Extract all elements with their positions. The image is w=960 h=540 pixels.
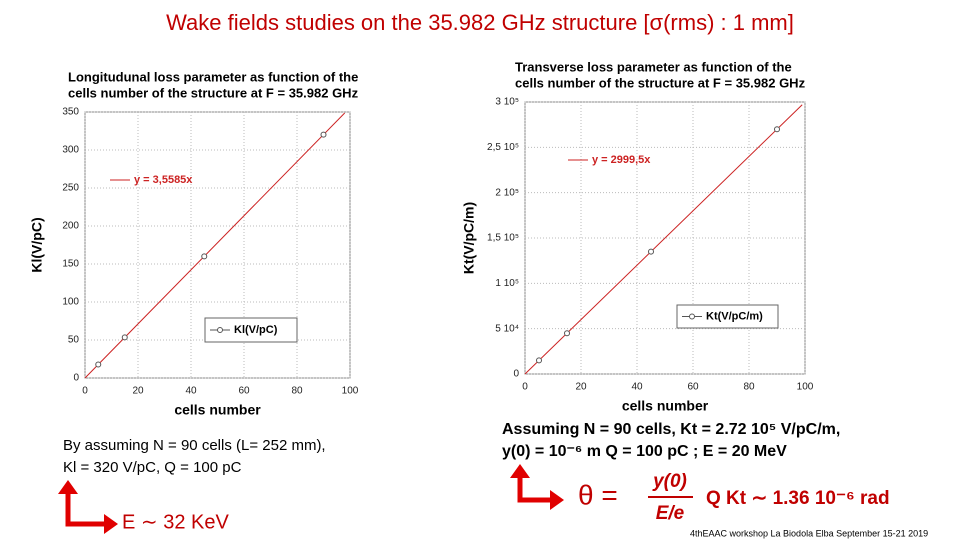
body-text: Kl = 320 V/pC, Q = 100 pC xyxy=(63,459,242,476)
x-tick-label: 80 xyxy=(291,386,303,397)
y-tick-label: 0 xyxy=(73,373,79,384)
x-tick-label: 100 xyxy=(342,386,359,397)
result-text: E ∼ 32 KeV xyxy=(122,511,229,533)
arrow-head xyxy=(550,490,564,510)
formula-numerator: y(0) xyxy=(652,471,687,492)
chart-title: Longitudunal loss parameter as function … xyxy=(68,69,358,84)
x-axis-label: cells number xyxy=(622,398,709,414)
x-axis-label: cells number xyxy=(174,402,261,418)
arrow xyxy=(517,476,552,503)
y-tick-label: 0 xyxy=(513,369,519,380)
slide-title: Wake fields studies on the 35.982 GHz st… xyxy=(166,10,794,35)
y-tick-label: 2,5 10⁵ xyxy=(487,142,519,153)
chart-title: Transverse loss parameter as function of… xyxy=(515,59,792,74)
formula-lhs: θ = xyxy=(578,479,618,510)
y-tick-label: 1,5 10⁵ xyxy=(487,233,519,244)
fit-label: y = 2999,5x xyxy=(592,154,651,166)
y-tick-label: 300 xyxy=(62,145,79,156)
body-text: y(0) = 10⁻⁶ m Q = 100 pC ; E = 20 MeV xyxy=(502,443,787,460)
chart-title: cells number of the structure at F = 35.… xyxy=(515,75,806,90)
x-tick-label: 40 xyxy=(185,386,197,397)
data-point xyxy=(564,330,570,337)
data-point xyxy=(95,361,102,368)
legend-marker xyxy=(217,327,223,333)
y-axis-label: Kl(V/pC) xyxy=(29,217,45,272)
formula-denominator: E/e xyxy=(656,503,685,524)
x-tick-label: 100 xyxy=(797,382,814,393)
data-point xyxy=(774,126,780,133)
y-tick-label: 5 10⁴ xyxy=(495,323,519,334)
x-tick-label: 80 xyxy=(743,382,755,393)
arrow-head xyxy=(510,464,530,478)
y-axis-label: Kt(V/pC/m) xyxy=(461,202,477,274)
footer: 4thEAAC workshop La Biodola Elba Septemb… xyxy=(690,528,928,538)
legend-label: Kl(V/pC) xyxy=(234,324,278,336)
data-point xyxy=(320,131,327,138)
x-tick-label: 20 xyxy=(575,382,587,393)
y-tick-label: 3 10⁵ xyxy=(495,97,519,108)
legend-box xyxy=(676,304,779,329)
y-tick-label: 100 xyxy=(62,297,79,308)
y-tick-label: 350 xyxy=(62,107,79,118)
formula-rest: Q Kt ∼ 1.36 10⁻⁶ rad xyxy=(706,488,890,509)
y-tick-label: 50 xyxy=(68,335,80,346)
y-tick-label: 250 xyxy=(62,183,79,194)
fit-line xyxy=(84,112,346,379)
x-tick-label: 0 xyxy=(522,382,528,393)
x-tick-label: 60 xyxy=(238,386,250,397)
arrow xyxy=(65,492,106,527)
y-tick-label: 1 10⁵ xyxy=(495,278,519,289)
x-tick-label: 40 xyxy=(631,382,643,393)
arrow-head xyxy=(104,514,118,534)
body-text: By assuming N = 90 cells (L= 252 mm), xyxy=(63,437,326,454)
legend-label: Kt(V/pC/m) xyxy=(706,310,763,322)
arrow-head xyxy=(58,480,78,494)
chart-title: cells number of the structure at F = 35.… xyxy=(68,85,359,100)
y-tick-label: 2 10⁵ xyxy=(495,187,519,198)
y-tick-label: 150 xyxy=(62,259,79,270)
x-tick-label: 20 xyxy=(132,386,144,397)
body-text: Assuming N = 90 cells, Kt = 2.72 10⁵ V/p… xyxy=(502,421,840,438)
legend-marker xyxy=(689,313,695,320)
x-tick-label: 60 xyxy=(687,382,699,393)
y-tick-label: 200 xyxy=(62,221,79,232)
fit-label: y = 3,5585x xyxy=(134,174,193,186)
data-point xyxy=(201,253,208,260)
x-tick-label: 0 xyxy=(82,386,88,397)
data-point xyxy=(648,248,654,255)
data-point xyxy=(121,334,128,341)
fit-line xyxy=(524,104,803,375)
data-point xyxy=(536,357,542,364)
